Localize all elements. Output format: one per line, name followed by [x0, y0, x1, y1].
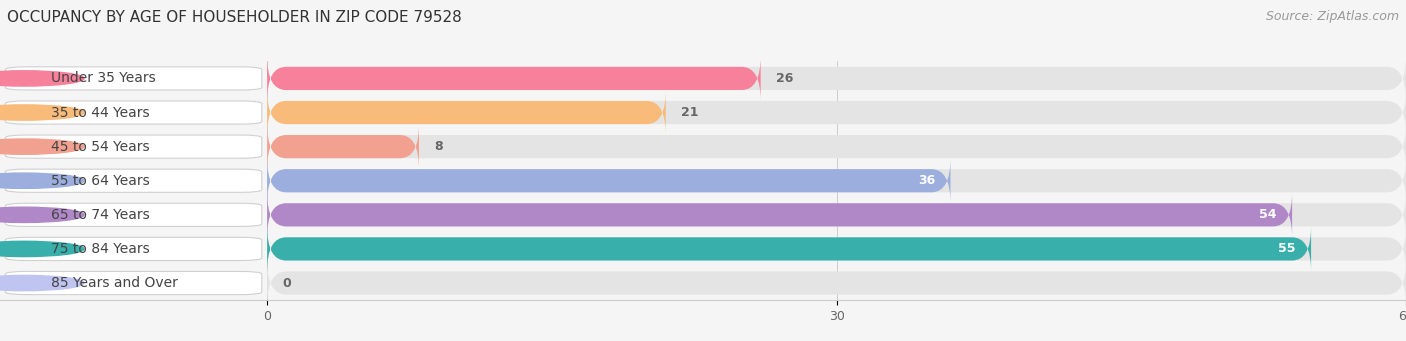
FancyBboxPatch shape [267, 124, 419, 169]
Text: 35 to 44 Years: 35 to 44 Years [51, 105, 149, 120]
Circle shape [0, 71, 84, 86]
FancyBboxPatch shape [267, 56, 1406, 101]
Text: Source: ZipAtlas.com: Source: ZipAtlas.com [1265, 10, 1399, 23]
FancyBboxPatch shape [6, 169, 262, 192]
FancyBboxPatch shape [267, 226, 1406, 271]
FancyBboxPatch shape [267, 261, 1406, 306]
FancyBboxPatch shape [267, 56, 761, 101]
Text: 85 Years and Over: 85 Years and Over [51, 276, 177, 290]
Text: 0: 0 [283, 277, 291, 290]
Circle shape [0, 241, 84, 256]
FancyBboxPatch shape [267, 192, 1292, 237]
Text: 55 to 64 Years: 55 to 64 Years [51, 174, 149, 188]
FancyBboxPatch shape [6, 101, 262, 124]
Text: 54: 54 [1260, 208, 1277, 221]
FancyBboxPatch shape [267, 158, 950, 203]
Circle shape [0, 173, 84, 188]
FancyBboxPatch shape [267, 158, 1406, 203]
Text: 75 to 84 Years: 75 to 84 Years [51, 242, 149, 256]
Circle shape [0, 139, 84, 154]
Circle shape [0, 207, 84, 222]
FancyBboxPatch shape [267, 192, 1406, 237]
Text: 26: 26 [776, 72, 793, 85]
Circle shape [0, 276, 84, 291]
Text: 55: 55 [1278, 242, 1296, 255]
Text: 21: 21 [681, 106, 699, 119]
FancyBboxPatch shape [267, 90, 666, 135]
Text: 36: 36 [918, 174, 935, 187]
FancyBboxPatch shape [6, 203, 262, 226]
Circle shape [0, 105, 84, 120]
FancyBboxPatch shape [6, 237, 262, 261]
Text: 45 to 54 Years: 45 to 54 Years [51, 139, 149, 154]
FancyBboxPatch shape [267, 90, 1406, 135]
FancyBboxPatch shape [267, 124, 1406, 169]
FancyBboxPatch shape [6, 135, 262, 158]
FancyBboxPatch shape [6, 271, 262, 295]
Text: Under 35 Years: Under 35 Years [51, 71, 156, 86]
FancyBboxPatch shape [267, 226, 1312, 271]
Text: 8: 8 [434, 140, 443, 153]
FancyBboxPatch shape [6, 67, 262, 90]
Text: OCCUPANCY BY AGE OF HOUSEHOLDER IN ZIP CODE 79528: OCCUPANCY BY AGE OF HOUSEHOLDER IN ZIP C… [7, 10, 461, 25]
Text: 65 to 74 Years: 65 to 74 Years [51, 208, 149, 222]
